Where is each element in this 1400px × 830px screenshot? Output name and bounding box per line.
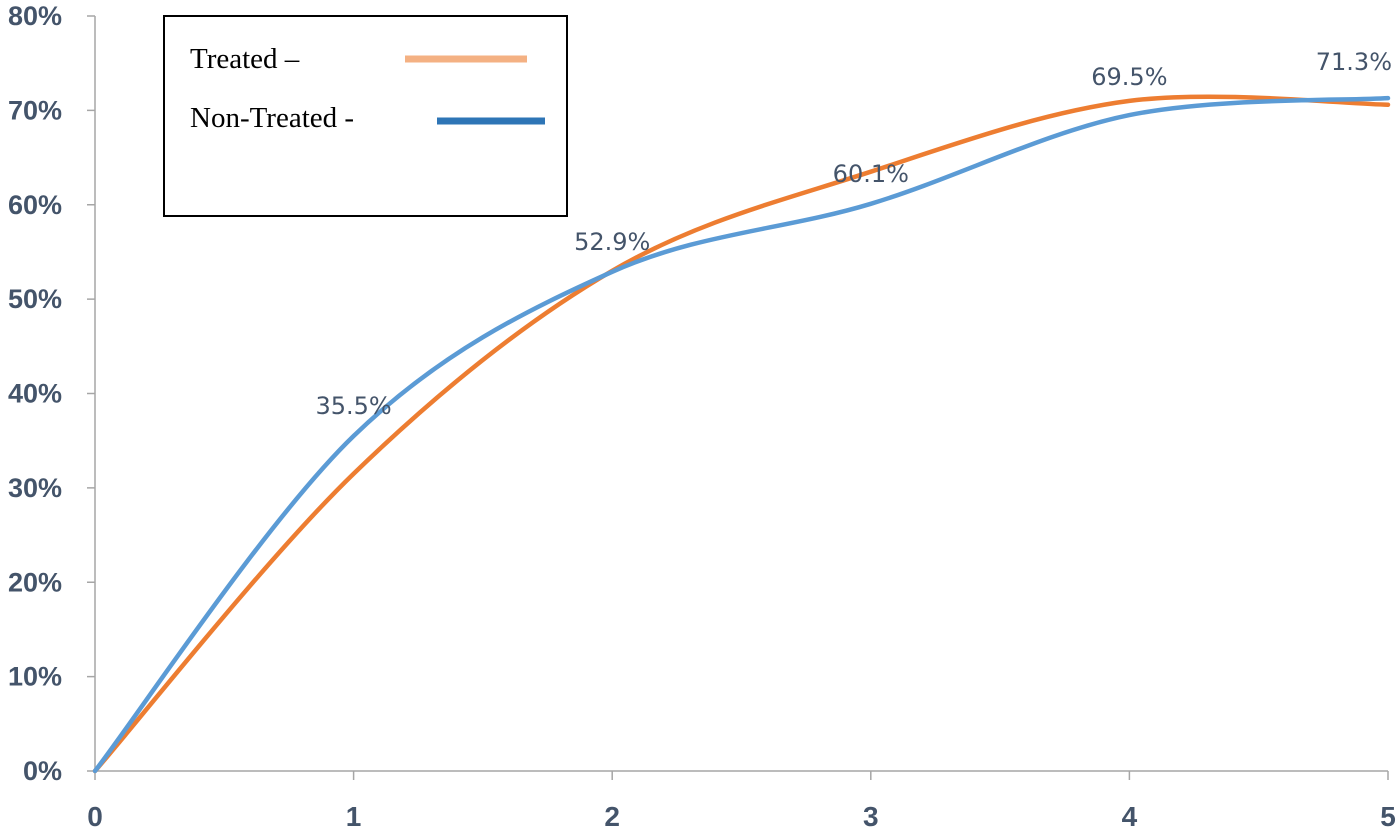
y-tick-label: 70% [8, 95, 62, 125]
data-label: 60.1% [833, 160, 909, 188]
data-label: 71.3% [1316, 48, 1392, 76]
data-label: 52.9% [574, 228, 650, 256]
data-label: 35.5% [315, 392, 391, 420]
x-tick-label: 1 [346, 801, 362, 830]
legend-label-non-treated: Non-Treated - [190, 102, 354, 134]
series-lines [92, 94, 1391, 774]
y-tick-label: 60% [8, 190, 62, 220]
x-tick-label: 3 [863, 801, 879, 830]
legend-box [163, 15, 568, 217]
x-tick-labels: 0 1 2 3 4 5 [87, 801, 1396, 830]
y-tick-label: 0% [23, 756, 62, 786]
x-tick-label: 2 [604, 801, 620, 830]
legend-label-treated: Treated – [190, 43, 300, 75]
y-tick-label: 10% [8, 662, 62, 692]
y-tick-label: 40% [8, 379, 62, 409]
y-tick-label: 80% [8, 1, 62, 31]
x-tick-label: 4 [1122, 801, 1138, 830]
data-label: 69.5% [1091, 63, 1167, 91]
data-labels: 35.5% 52.9% 60.1% 69.5% 71.3% [315, 48, 1392, 420]
series-line-non-treated [92, 95, 1391, 774]
x-tick-label: 0 [87, 801, 103, 830]
y-tick-label: 50% [8, 284, 62, 314]
y-tick-labels: 0% 10% 20% 30% 40% 50% 60% 70% 80% [8, 1, 62, 786]
y-tick-label: 30% [8, 473, 62, 503]
series-line-treated [92, 94, 1391, 774]
legend: Treated – Non-Treated - [163, 15, 568, 217]
y-tick-label: 20% [8, 567, 62, 597]
x-tick-label: 5 [1380, 801, 1396, 830]
